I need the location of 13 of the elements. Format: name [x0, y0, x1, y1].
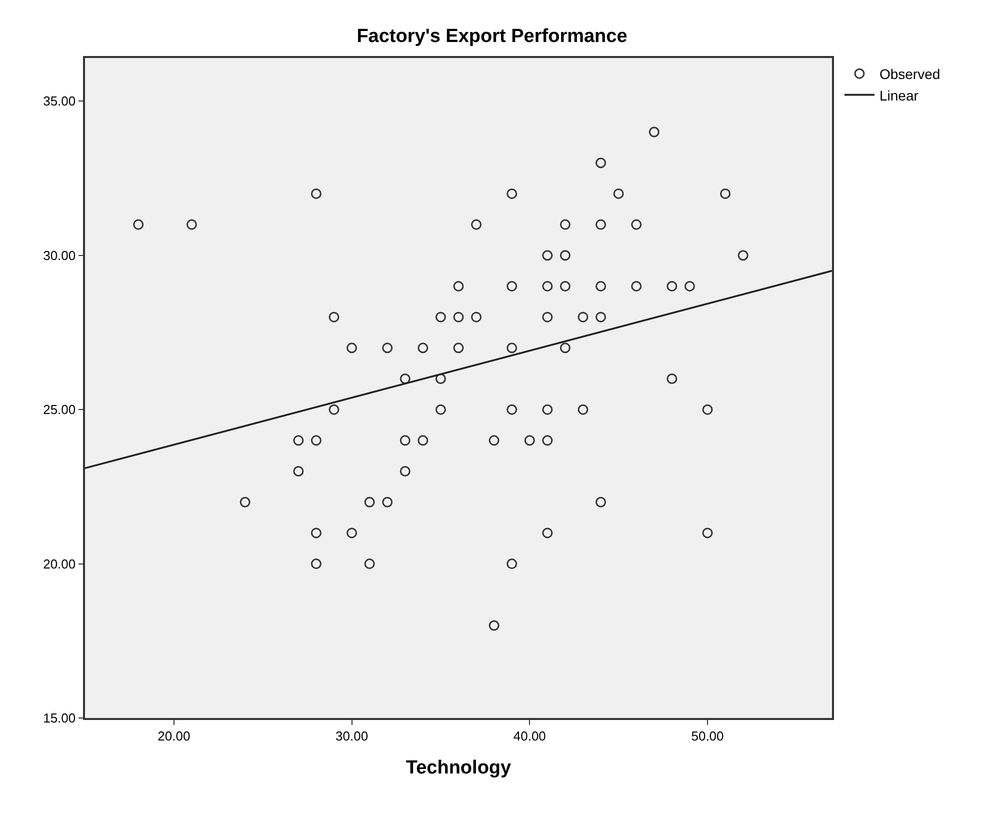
legend-label: Observed — [879, 66, 940, 82]
legend-label: Linear — [879, 87, 919, 104]
x-tick-label: 30.00 — [336, 728, 368, 744]
x-tick-label: 20.00 — [158, 728, 190, 744]
y-tick-label: 20.00 — [43, 556, 76, 572]
y-tick-label: 25.00 — [43, 402, 76, 418]
x-tick-label: 50.00 — [691, 728, 724, 744]
y-tick-label: 35.00 — [43, 94, 76, 109]
y-tick-label: 30.00 — [43, 248, 76, 263]
x-axis-title: Technology — [406, 758, 512, 779]
y-tick-label: 15.00 — [43, 710, 76, 726]
chart-title: Factory's Export Performance — [356, 26, 628, 47]
x-tick-label: 40.00 — [513, 728, 546, 744]
